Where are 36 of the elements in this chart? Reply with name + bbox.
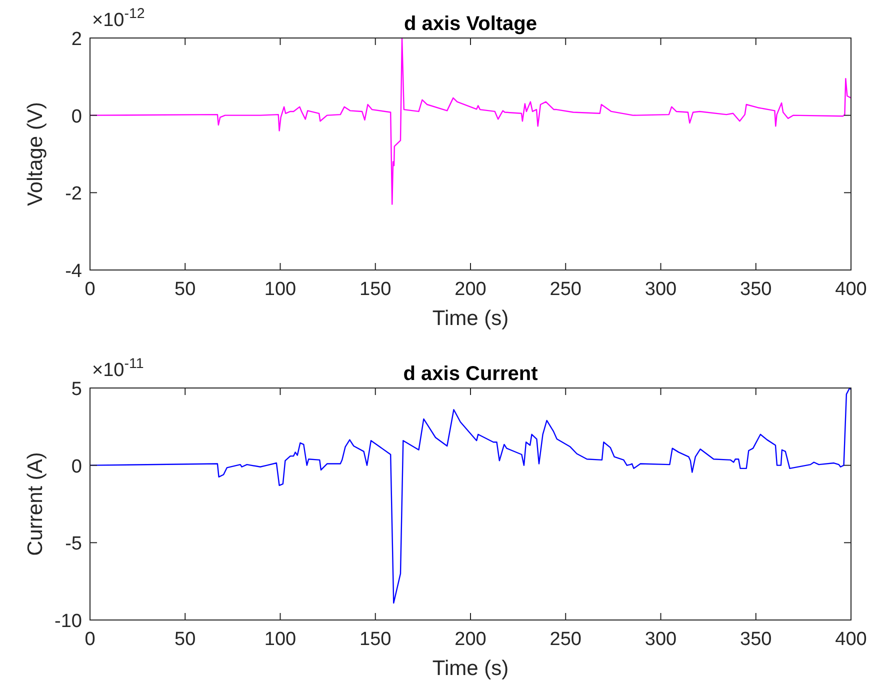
x-tick-label: 100 bbox=[264, 279, 296, 300]
chart-title: d axis Voltage bbox=[404, 13, 538, 35]
x-tick-label: 250 bbox=[550, 279, 582, 300]
line-series bbox=[90, 37, 852, 205]
x-tick-label: 150 bbox=[360, 629, 392, 650]
y-axis-title: Current (A) bbox=[24, 452, 47, 556]
x-tick-label: 100 bbox=[264, 629, 296, 650]
x-tick-label: 50 bbox=[174, 279, 196, 300]
y-tick-label: -10 bbox=[54, 611, 82, 632]
x-tick-label: 200 bbox=[454, 279, 486, 300]
x-tick-label: 250 bbox=[550, 629, 582, 650]
y-tick-label: 5 bbox=[71, 379, 82, 400]
x-tick-label: 300 bbox=[644, 629, 677, 650]
y-tick-label: 2 bbox=[71, 29, 82, 50]
x-tick-label: 350 bbox=[740, 629, 772, 650]
x-tick-label: 150 bbox=[360, 279, 392, 300]
text: ×10$^{-11}$ bbox=[92, 356, 144, 381]
x-tick-label: 0 bbox=[84, 279, 96, 300]
y-tick-label: 0 bbox=[71, 106, 82, 128]
x-tick-label: 400 bbox=[835, 279, 867, 300]
x-tick-label: 300 bbox=[644, 279, 677, 300]
x-tick-label: 50 bbox=[174, 629, 196, 650]
chart-title: d axis Current bbox=[403, 363, 538, 385]
x-axis-title: Time (s) bbox=[432, 657, 509, 680]
x-tick-label: 400 bbox=[835, 629, 867, 650]
y-tick-label: -4 bbox=[65, 261, 82, 282]
y-axis-title: Voltage (V) bbox=[24, 102, 47, 206]
line-series bbox=[90, 387, 852, 604]
text: ×10$^{-12}$ bbox=[92, 6, 145, 31]
y-tick-label: 0 bbox=[71, 456, 82, 478]
x-tick-label: 350 bbox=[740, 279, 772, 300]
y-tick-label: -5 bbox=[65, 534, 82, 555]
x-tick-label: 0 bbox=[84, 629, 96, 650]
x-tick-label: 200 bbox=[454, 629, 486, 650]
y-tick-label: -2 bbox=[65, 184, 82, 205]
x-axis-title: Time (s) bbox=[432, 307, 509, 330]
